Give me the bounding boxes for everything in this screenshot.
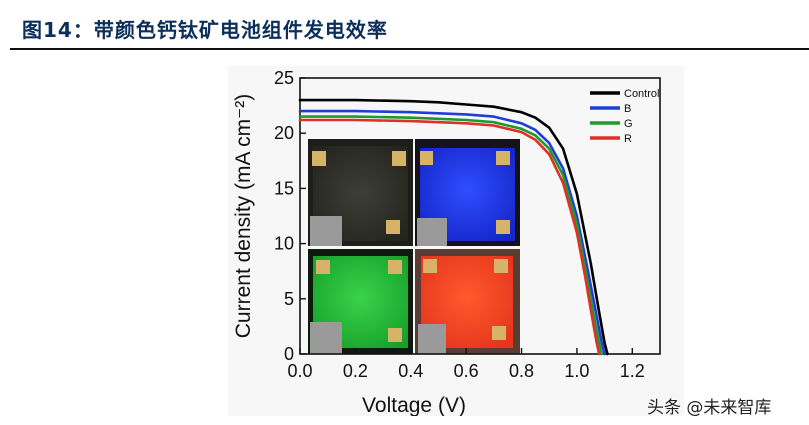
jv-curve-chart: 0.0 0.2 0.4 0.6 0.8 1.0 1.2 0 5 10 15 20 25 Control B…	[232, 68, 661, 416]
legend-label-b: B	[624, 103, 631, 115]
legend-label-control: Control	[624, 88, 659, 100]
x-tick-label: 0.2	[343, 361, 368, 381]
y-tick-label: 5	[284, 289, 294, 309]
y-tick-label: 25	[274, 68, 294, 88]
series-line-control	[298, 98, 609, 356]
x-tick-label: 1.0	[564, 361, 589, 381]
plot-panel: 0.0 0.2 0.4 0.6 0.8 1.0 1.2 0 5 10 15 20 25 Control B…	[228, 66, 684, 416]
figure-title: 图14：带颜色钙钛矿电池组件发电效率	[22, 18, 388, 42]
y-axis-label: Current density (mA cm⁻²)	[232, 94, 255, 338]
inset-module-photos	[308, 139, 520, 354]
plot-frame	[299, 77, 661, 355]
y-tick-label: 10	[274, 234, 294, 254]
series-line-b	[298, 109, 606, 356]
y-tick-label: 20	[274, 123, 294, 143]
y-tick-label: 0	[284, 344, 294, 364]
y-tick-label: 15	[274, 178, 294, 198]
x-axis-label: Voltage (V)	[362, 394, 466, 416]
legend: Control BGR	[590, 88, 659, 145]
x-tick-label: 0.4	[398, 361, 423, 381]
x-tick-label: 0.8	[509, 361, 534, 381]
series-line-r	[298, 118, 601, 356]
module-photo-red	[415, 249, 520, 354]
module-photo-blue	[415, 139, 520, 246]
series-line-g	[298, 115, 604, 356]
module-photo-dark	[308, 139, 413, 246]
series-lines	[298, 98, 609, 356]
x-tick-label: 0.6	[454, 361, 479, 381]
module-photo-green	[308, 249, 413, 354]
watermark: 头条 @未来智库	[647, 398, 772, 418]
legend-label-g: G	[624, 118, 633, 130]
legend-label-r: R	[624, 133, 632, 145]
x-tick-label: 1.2	[620, 361, 645, 381]
x-tick-label: 0.0	[287, 361, 312, 381]
title-divider	[10, 48, 809, 50]
axes: 0.0 0.2 0.4 0.6 0.8 1.0 1.2 0 5 10 15 20 25	[274, 68, 661, 381]
